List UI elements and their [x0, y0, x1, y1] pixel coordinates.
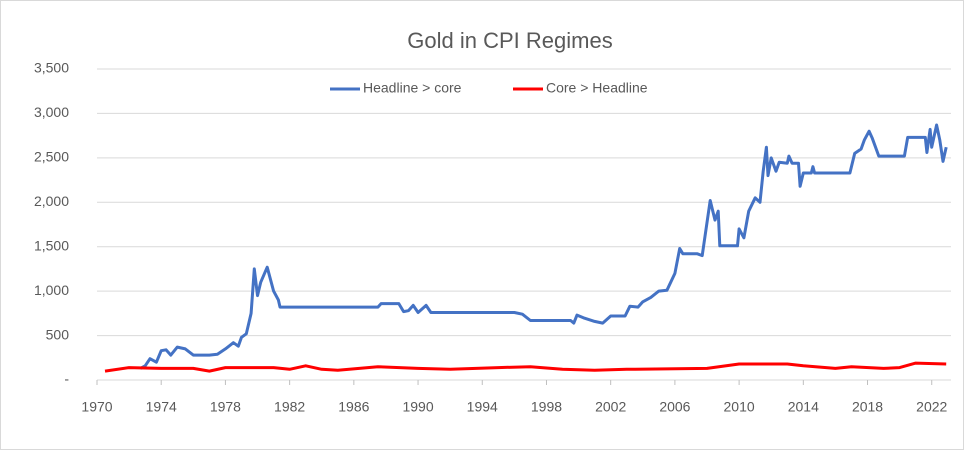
y-tick-label: -	[64, 371, 69, 387]
x-tick-label: 1994	[467, 399, 498, 415]
y-tick-label: 3,000	[34, 104, 69, 120]
x-tick-label: 2014	[788, 399, 819, 415]
legend-label: Headline > core	[363, 80, 462, 96]
x-tick-label: 1990	[402, 399, 433, 415]
x-tick-label: 2006	[659, 399, 690, 415]
legend-label: Core > Headline	[546, 80, 648, 96]
x-tick-label: 1982	[274, 399, 305, 415]
x-tick-label: 1970	[81, 399, 112, 415]
x-tick-label: 2002	[595, 399, 626, 415]
series-line	[104, 361, 947, 373]
y-tick-label: 3,500	[34, 60, 69, 76]
x-tick-label: 1986	[338, 399, 369, 415]
x-tick-label: 1978	[210, 399, 241, 415]
x-tick-label: 2010	[724, 399, 755, 415]
y-tick-label: 500	[46, 326, 70, 342]
x-tick-label: 2022	[916, 399, 947, 415]
series-line	[139, 123, 948, 370]
y-tick-label: 2,000	[34, 193, 69, 209]
x-tick-label: 1974	[146, 399, 177, 415]
y-tick-label: 2,500	[34, 149, 69, 165]
x-tick-label: 1998	[531, 399, 562, 415]
chart-title: Gold in CPI Regimes	[407, 28, 612, 53]
x-tick-label: 2018	[852, 399, 883, 415]
y-tick-label: 1,000	[34, 282, 69, 298]
y-tick-label: 1,500	[34, 237, 69, 253]
